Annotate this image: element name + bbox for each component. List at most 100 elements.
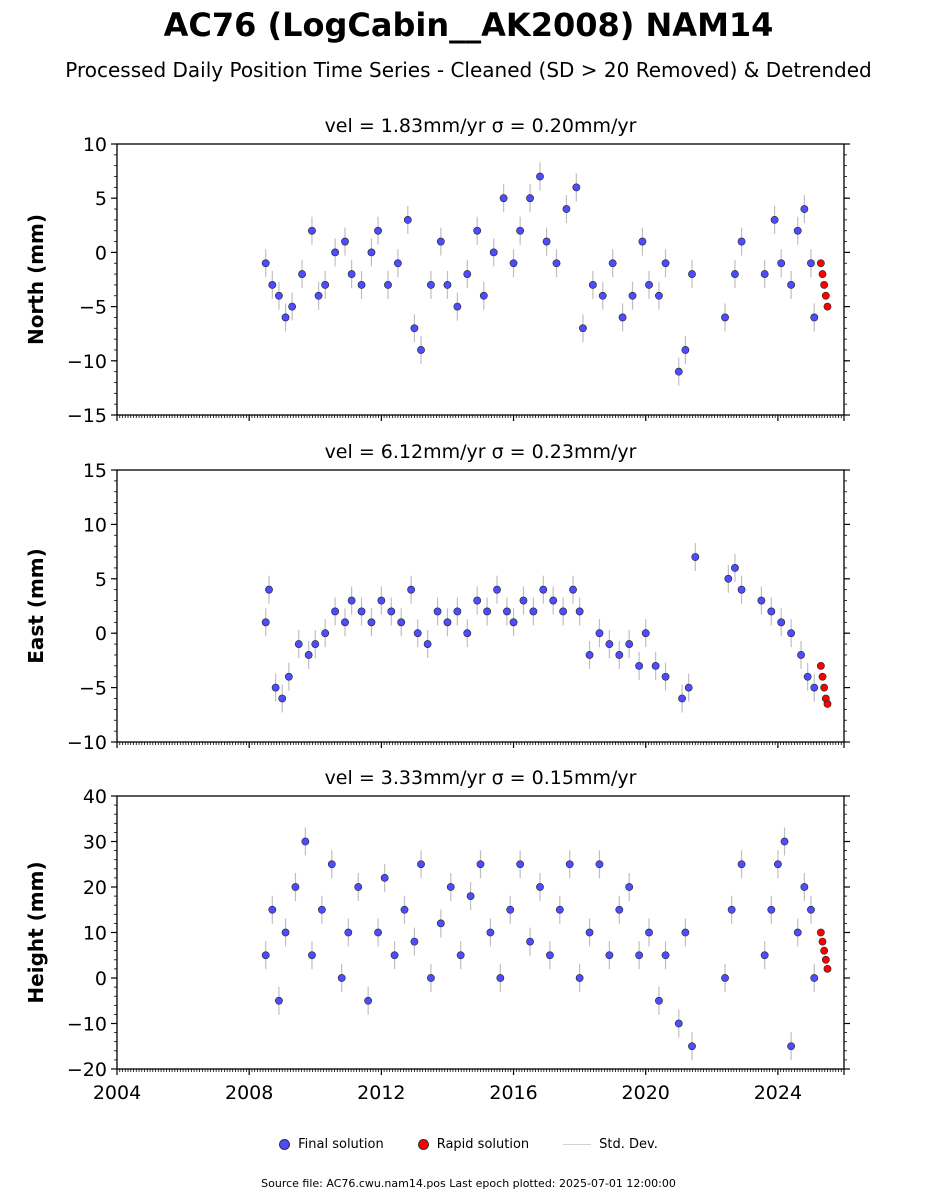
y-tick-label: 15 [83,460,107,482]
final-solution-point [265,585,273,594]
final-solution-point [737,860,746,869]
panel-title: vel = 1.83mm/yr σ = 0.20mm/yr [325,115,637,137]
final-solution-point [539,585,548,594]
panel-title: vel = 3.33mm/yr σ = 0.15mm/yr [325,767,637,789]
final-solution-point [737,585,746,594]
final-solution-point [651,661,660,670]
final-solution-point [268,905,277,914]
final-solution-point [661,259,670,268]
plot-frame [116,795,845,1070]
final-solution-point [655,291,663,300]
final-solution-point [314,291,323,300]
final-solution-point [463,270,472,278]
final-solution-point [403,215,412,224]
final-solution-point [800,205,809,213]
final-solution-point [575,607,584,616]
final-solution-point [760,270,769,278]
final-solution-point [536,883,544,891]
final-solution-point [810,313,819,322]
final-solution-point [506,905,515,914]
y-tick-label: 10 [83,514,107,536]
final-solution-point [579,324,587,333]
final-solution-point [288,302,297,311]
x-tick-label: 2008 [225,1082,273,1104]
final-solution-point [605,951,614,960]
final-solution-point [261,259,270,268]
final-solution-point [298,270,306,278]
final-solution-point [615,905,624,914]
final-solution-point [344,928,353,937]
final-solution-point [374,226,382,235]
final-solution-point [526,937,534,946]
final-solution-point [453,302,462,311]
final-solution-point [615,651,624,659]
final-solution-point [807,259,815,268]
final-solution-point [635,951,644,960]
rapid-solution-point [821,291,830,300]
time-series-figure: vel = 1.83mm/yr σ = 0.20mm/yr North (mm) −… [24,115,850,1104]
final-solution-point [787,281,796,289]
final-solution-point [595,629,604,638]
final-solution-point [770,215,779,224]
y-tick-label: 5 [95,569,107,591]
final-solution-point [443,618,452,627]
final-solution-point [645,281,653,289]
legend: Final solution Rapid solution Std. Dev. [0,1137,937,1152]
final-solution-point [380,874,389,882]
final-solution-point [410,324,419,333]
rapid-solution-point [816,661,825,670]
final-solution-point [347,270,356,278]
rapid-solution-point [823,302,832,311]
final-solution-point [516,226,525,235]
final-solution-point [321,281,330,289]
final-solution-point [655,996,663,1005]
final-solution-point [367,248,376,257]
final-solution-point [308,226,316,235]
final-solution-point [645,928,653,937]
final-solution-point [377,596,386,605]
final-solution-point [688,270,696,278]
final-solution-point [301,837,310,846]
y-tick-label: −10 [67,732,107,754]
final-solution-point [275,996,283,1005]
final-solution-point [721,313,729,322]
y-tick-label: 10 [83,923,107,945]
std-dev-line-icon [563,1144,592,1145]
final-solution-point [810,683,819,692]
final-solution-point [281,313,290,322]
final-solution-point [774,860,782,869]
final-solution-point [688,1042,696,1051]
final-solution-point [731,564,739,572]
final-solution-point [443,281,452,289]
final-solution-point [724,574,733,583]
final-solution-point [787,629,796,638]
final-solution-point [364,996,373,1005]
final-solution-point [446,883,455,891]
final-solution-point [384,281,392,289]
x-tick-label: 2024 [754,1082,802,1104]
final-solution-point [410,937,419,946]
final-solution-point [628,291,637,300]
y-tick-label: −5 [79,297,107,319]
y-tick-label: 20 [83,877,107,899]
final-solution-point [341,237,349,246]
y-tick-label: −10 [67,1014,107,1036]
final-solution-point [618,313,627,322]
x-tick-label: 2004 [93,1082,141,1104]
final-solution-point [509,618,518,627]
final-solution-point [486,928,495,937]
final-solution-point [559,607,568,616]
legend-rapid-label: Rapid solution [436,1137,530,1152]
final-solution-point [529,607,538,616]
y-axis-label: North (mm) [24,214,48,345]
final-solution-point [661,951,670,960]
final-solution-point [800,883,809,891]
final-solution-point [572,183,581,192]
final-solution-point [810,974,819,982]
final-solution-point [496,974,505,982]
final-solution-point [436,237,445,246]
final-solution-point [417,346,425,354]
final-solution-point [374,928,382,937]
final-solution-point [308,951,316,960]
final-solution-point [281,928,290,937]
